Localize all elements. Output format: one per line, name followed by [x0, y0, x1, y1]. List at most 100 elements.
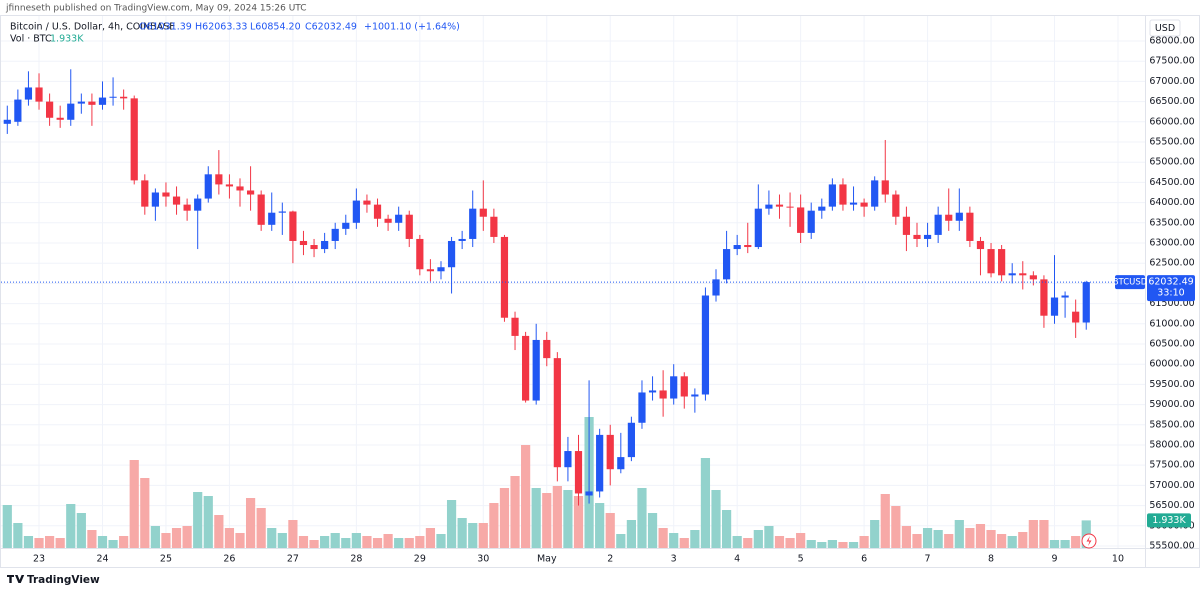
candle-body: [522, 335, 530, 401]
volume-bar: [986, 530, 996, 548]
volume-bar: [711, 490, 721, 548]
volume-bar: [256, 508, 266, 548]
x-tick-label: 27: [287, 554, 299, 565]
volume-bar: [267, 528, 277, 548]
x-tick-label: 8: [988, 554, 994, 565]
x-tick-label: 3: [671, 554, 677, 565]
volume-legend: Vol · BTC: [10, 34, 52, 45]
candle-body: [553, 358, 561, 468]
currency-box[interactable]: [1149, 19, 1181, 37]
candle-body: [225, 184, 234, 187]
volume-bar: [647, 513, 658, 548]
candle-body: [648, 390, 657, 393]
candle-body: [807, 210, 815, 233]
candle-body: [574, 451, 583, 494]
candle-body: [659, 390, 667, 399]
y-tick-label: 63000.00: [1149, 237, 1194, 248]
y-tick-label: 57000.00: [1149, 480, 1194, 491]
candle-body: [88, 101, 96, 105]
volume-bar: [796, 533, 806, 548]
volume-bar: [1007, 536, 1017, 548]
candle-body: [511, 317, 519, 336]
candle-body: [902, 216, 911, 235]
candle-body: [744, 245, 752, 248]
candle-body: [278, 211, 286, 213]
volume-bar: [510, 476, 520, 548]
volume-bar: [806, 540, 816, 548]
volume-bar: [743, 538, 753, 548]
candle-body: [98, 97, 107, 105]
volume-bar: [13, 523, 23, 548]
candle-body: [3, 119, 11, 124]
candle-body: [479, 208, 487, 217]
candle-body: [945, 214, 953, 221]
volume-bar: [161, 533, 171, 548]
volume-bar: [669, 533, 679, 548]
candle-body: [849, 202, 858, 205]
ohlc-change: +1001.10 (+1.64%): [364, 22, 460, 33]
volume-bar: [965, 528, 975, 548]
currency[interactable]: USD: [1155, 23, 1175, 34]
candle-body: [172, 196, 181, 205]
volume-bar: [817, 542, 827, 548]
volume-bar: [1049, 540, 1060, 548]
x-tick-label: 28: [350, 554, 362, 565]
y-tick-label: 64000.00: [1149, 197, 1194, 208]
candle-body: [712, 279, 720, 296]
volume-bar: [76, 513, 86, 548]
price-tag: [1147, 275, 1195, 302]
volume-bar: [214, 515, 224, 548]
candle-body: [1082, 282, 1090, 323]
ohlc-open: O61031.39: [139, 22, 192, 33]
volume-bar: [87, 530, 97, 548]
candle-body: [871, 180, 879, 207]
volume-bar: [129, 460, 139, 548]
volume-bar: [933, 530, 943, 548]
volume-bar: [119, 536, 129, 548]
volume-bar: [150, 526, 160, 548]
candle-body: [299, 240, 308, 246]
y-tick-label: 66500.00: [1149, 96, 1194, 107]
volume-bar: [362, 536, 372, 548]
y-tick-label: 67000.00: [1149, 76, 1194, 87]
volume-bar: [531, 488, 541, 548]
candle-body: [765, 204, 773, 209]
volume-bar: [901, 526, 912, 548]
volume-bar: [774, 536, 785, 548]
volume-bar: [563, 490, 573, 548]
x-tick-label: 25: [160, 554, 172, 565]
volume-bar: [457, 518, 467, 548]
chart-title: Bitcoin / U.S. Dollar, 4h, COINBASE: [10, 22, 175, 33]
candle-body: [691, 394, 699, 397]
y-tick-label: 58000.00: [1149, 439, 1194, 450]
volume-bar: [23, 536, 34, 548]
candle-body: [331, 228, 339, 241]
candle-body: [257, 194, 265, 225]
y-tick-label: 63500.00: [1149, 217, 1194, 228]
volume-bar: [605, 513, 615, 548]
candle-body: [447, 240, 456, 268]
y-tick-label: 59500.00: [1149, 379, 1194, 390]
volume-bar: [235, 533, 245, 548]
volume-layer: [2, 417, 1091, 548]
volume-bar: [309, 540, 319, 548]
candle-body: [532, 339, 540, 401]
candle-body: [204, 174, 212, 199]
candle-body: [24, 87, 33, 100]
candle-body: [680, 376, 688, 397]
footer-brand: TradingView: [27, 574, 100, 586]
volume-tag: [1147, 513, 1191, 528]
volume-bar: [764, 526, 774, 548]
candle-body: [670, 376, 678, 399]
candle-body: [786, 206, 794, 208]
last-price-label: 62032.49: [1148, 277, 1193, 288]
x-tick-label: 7: [925, 554, 931, 565]
volume-bar: [489, 503, 499, 548]
volume-bar: [922, 528, 933, 548]
y-tick-label: 57500.00: [1149, 460, 1194, 471]
volume-bar: [700, 458, 711, 548]
y-tick-label: 55500.00: [1149, 540, 1194, 551]
volume-bar: [372, 538, 383, 548]
candle-body: [585, 491, 593, 496]
